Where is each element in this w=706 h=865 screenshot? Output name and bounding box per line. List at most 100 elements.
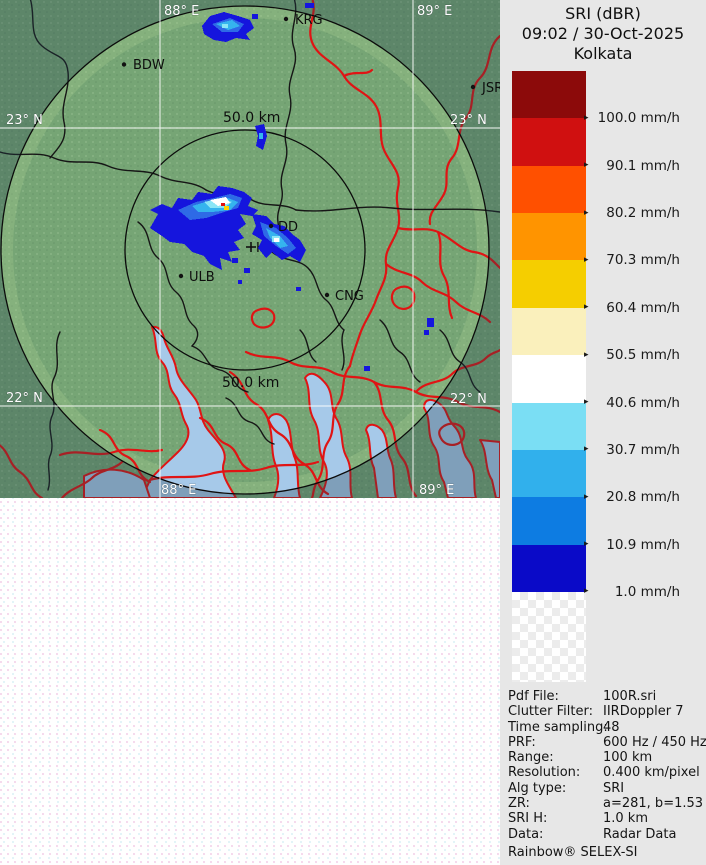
precipitation-echoes (150, 3, 434, 371)
radar-map-area: 50.0 km 50.0 km 88° E 89° E 23° N 23° N … (0, 0, 500, 498)
legend-label: ▸ 90.1 mm/h (584, 157, 680, 175)
range-label-top: 50.0 km (223, 110, 280, 126)
metadata-value: 100 km (603, 750, 653, 766)
legend-color-block (512, 355, 586, 403)
grid-label-88e-top: 88° E (164, 4, 199, 19)
legend-label: ▸ 100.0 mm/h (584, 109, 680, 127)
legend-value: 70.3 mm/h (606, 252, 680, 269)
legend-label: ▸ 40.6 mm/h (584, 394, 680, 412)
metadata-row: ZR: a=281, b=1.53 (508, 796, 704, 811)
city-label-cng: CNG (335, 289, 364, 304)
metadata-row: Resolution: 0.400 km/pixel (508, 765, 704, 780)
city-markers: BDW KRG JSR DD ULB CNG (121, 13, 500, 304)
water-bodies (83, 325, 500, 498)
metadata-row: SRI H: 1.0 km (508, 811, 704, 826)
metadata-row: Data: Radar Data (508, 827, 704, 842)
legend-label: ▸ 20.8 mm/h (584, 488, 680, 506)
range-fringe (1, 6, 489, 494)
metadata-label: Range: (508, 750, 554, 766)
metadata-label: Time sampling: (508, 719, 608, 735)
grid-label-22n-right: 22° N (450, 392, 487, 407)
metadata-label: SRI H: (508, 811, 548, 827)
product-datetime: 09:02 / 30-Oct-2025 (521, 24, 685, 43)
metadata-label: ZR: (508, 796, 530, 812)
legend-value: 60.4 mm/h (606, 299, 680, 316)
range-label-bottom: 50.0 km (222, 375, 279, 391)
out-of-range-mask (0, 0, 500, 498)
station-name: Kolkata (573, 44, 633, 63)
metadata-value: 1.0 km (603, 811, 648, 827)
metadata-label: Pdf File: (508, 689, 559, 704)
metadata-row: Clutter Filter: IIRDoppler 7 (508, 704, 704, 719)
grid-label-22n-left: 22° N (6, 391, 43, 406)
legend-label: ▸ 30.7 mm/h (584, 441, 680, 459)
legend-color-block (512, 544, 586, 592)
city-label-bdw: BDW (133, 58, 165, 73)
river-lines (0, 0, 500, 498)
product-title: SRI (dBR) (565, 4, 641, 23)
legend-value: 90.1 mm/h (606, 157, 680, 174)
legend-label: ▸ 70.3 mm/h (584, 251, 680, 269)
legend-value: 50.5 mm/h (606, 347, 680, 364)
metadata-label: Alg type: (508, 780, 567, 796)
boundary-lines (0, 0, 500, 491)
metadata-row: Time sampling: 48 (508, 720, 704, 735)
legend-label: ▸ 80.2 mm/h (584, 204, 680, 222)
software-credit: Rainbow® SELEX-SI (508, 845, 638, 860)
legend-color-block (512, 165, 586, 214)
info-panel: SRI (dBR) 09:02 / 30-Oct-2025 Kolkata ▸ 1… (500, 0, 706, 865)
grid-label-23n-right: 23° N (450, 113, 487, 128)
legend-value: 40.6 mm/h (606, 394, 680, 411)
legend-label: ▸ 1.0 mm/h (584, 583, 680, 601)
legend-color-block (512, 402, 586, 450)
city-label-krg: KRG (295, 13, 323, 28)
blank-area (0, 498, 500, 865)
metadata-value: 48 (603, 719, 620, 735)
legend-bar (512, 71, 586, 592)
city-label-ulb: ULB (189, 270, 215, 285)
metadata-value: SRI (603, 780, 625, 796)
metadata-value: a=281, b=1.53 (603, 796, 704, 812)
metadata-label: Data: (508, 826, 544, 842)
graticule (0, 0, 500, 498)
metadata-value: 0.400 km/pixel (603, 765, 700, 781)
metadata-row: Range: 100 km (508, 750, 704, 765)
grid-label-88e-bottom: 88° E (161, 483, 196, 498)
metadata-value: Radar Data (603, 826, 677, 842)
legend-value: 20.8 mm/h (606, 489, 680, 506)
legend-value: 100.0 mm/h (597, 110, 680, 127)
metadata-label: Clutter Filter: (508, 704, 593, 720)
metadata-list: Pdf File: 100R.sri Clutter Filter: IIRDoppl… (508, 689, 706, 842)
metadata-row: PRF: 600 Hz / 450 Hz (508, 734, 706, 750)
legend-color-block (512, 118, 586, 166)
legend-value: 1.0 mm/h (614, 583, 680, 600)
metadata-value: IIRDoppler 7 (603, 704, 684, 720)
legend-label: ▸ 50.5 mm/h (584, 346, 680, 364)
legend-label: ▸ 10.9 mm/h (584, 536, 680, 554)
terrain-background (0, 0, 500, 498)
legend-color-block (512, 260, 586, 308)
legend-color-block (512, 449, 586, 498)
legend-transparent-block (512, 592, 586, 682)
metadata-label: PRF: (508, 734, 536, 750)
metadata-value: 600 Hz / 450 Hz (603, 734, 706, 750)
city-label-dd: DD (278, 220, 298, 235)
grid-label-89e-top: 89° E (417, 4, 452, 19)
legend-value: 80.2 mm/h (606, 205, 680, 222)
metadata-value: 100R.sri (603, 689, 657, 704)
city-label-jsr: JSR (481, 81, 500, 96)
panel-header: SRI (dBR) 09:02 / 30-Oct-2025 Kolkata (500, 4, 706, 64)
metadata-row: Pdf File: 100R.sri (508, 689, 704, 704)
legend-label: ▸ 60.4 mm/h (584, 299, 680, 317)
legend-color-block (512, 307, 586, 356)
grid-label-89e-bottom: 89° E (419, 483, 454, 498)
radar-map: 50.0 km 50.0 km 88° E 89° E 23° N 23° N … (0, 0, 500, 498)
legend-color-block (512, 497, 586, 545)
grid-label-23n-left: 23° N (6, 113, 43, 128)
legend-color-block (512, 213, 586, 261)
metadata-row: Alg type: SRI (508, 781, 704, 796)
metadata-label: Resolution: (508, 765, 581, 781)
legend-value: 10.9 mm/h (606, 536, 680, 553)
range-rings (0, 5, 490, 495)
